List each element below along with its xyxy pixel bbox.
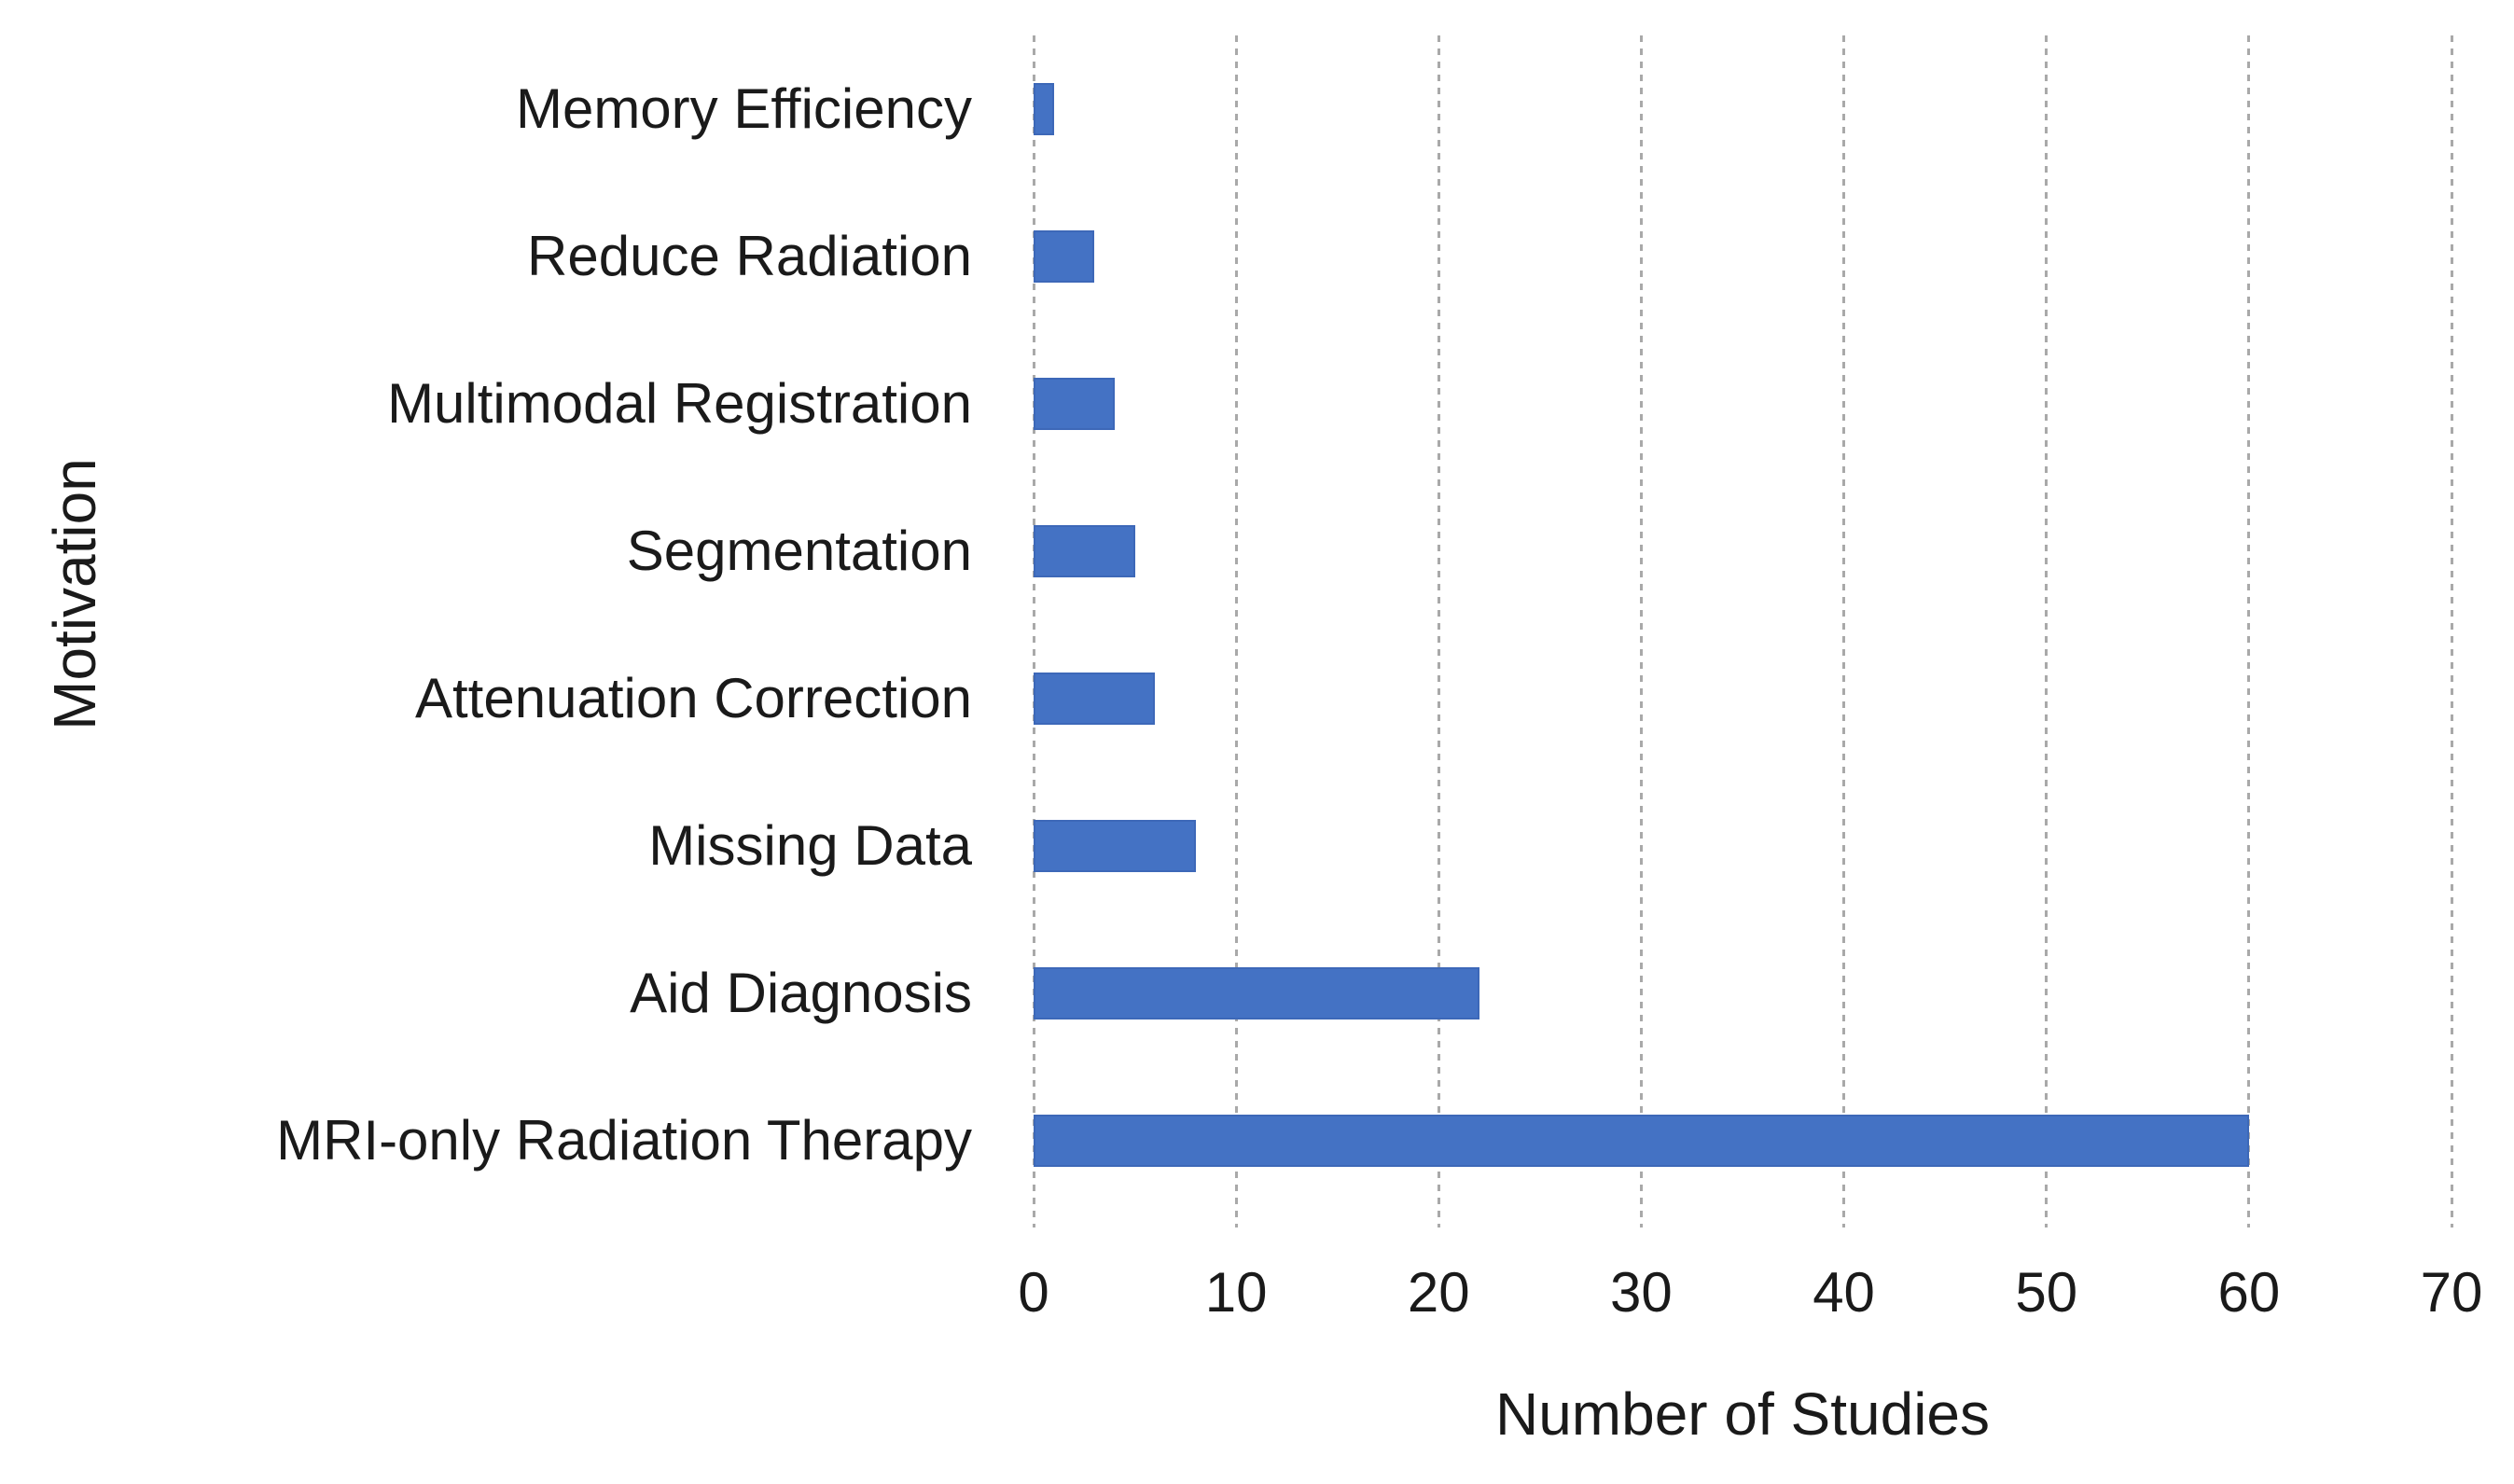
x-tick-label: 50 [2015,1261,2078,1324]
gridline [1032,35,1035,1227]
gridline [1842,35,1846,1227]
bar-3 [1034,525,1135,577]
x-axis-title: Number of Studies [1494,1380,1991,1448]
category-label: Missing Data [648,814,972,877]
gridline [2247,35,2251,1227]
gridline [1437,35,1440,1227]
bar-6 [1034,967,1479,1019]
x-tick-label: 10 [1204,1261,1268,1324]
category-label: Memory Efficiency [515,77,972,140]
bar-1 [1034,230,1095,283]
category-label: Reduce Radiation [527,225,972,287]
y-axis-title: Motivation [41,458,108,730]
x-tick-label: 70 [2420,1261,2483,1324]
category-label: Attenuation Correction [414,667,972,729]
bar-0 [1034,83,1054,135]
gridline [1234,35,1238,1227]
bar-4 [1034,673,1156,725]
x-tick-label: 20 [1407,1261,1470,1324]
gridline [2045,35,2049,1227]
category-label: Aid Diagnosis [630,962,972,1024]
x-tick-label: 40 [1813,1261,1875,1324]
bar-2 [1034,378,1115,430]
x-tick-label: 0 [1018,1261,1049,1324]
category-label: Segmentation [626,520,972,582]
category-label: Multimodal Registration [387,372,972,435]
category-label: MRI-only Radiation Therapy [276,1109,972,1172]
x-tick-label: 60 [2217,1261,2281,1324]
x-tick-label: 30 [1610,1261,1673,1324]
plot-area [1032,35,2453,1227]
gridline [1639,35,1643,1227]
bar-5 [1034,820,1196,872]
bar-7 [1034,1115,2249,1167]
gridline [2450,35,2453,1227]
